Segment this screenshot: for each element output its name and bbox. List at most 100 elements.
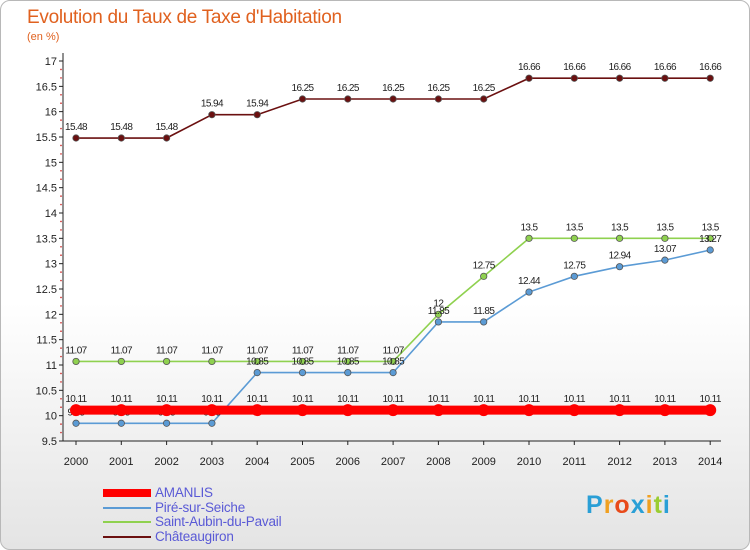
x-tick-label: 2006 xyxy=(336,456,360,468)
y-minor-tick xyxy=(60,431,62,434)
data-point-pire-sur-seiche xyxy=(72,419,80,427)
y-tick-label: 14 xyxy=(45,208,57,220)
data-point-saint-aubin-du-pavail xyxy=(344,357,352,366)
data-point-saint-aubin-du-pavail xyxy=(253,357,261,366)
y-minor-tick xyxy=(60,347,62,349)
data-point-amanlis xyxy=(160,404,173,417)
data-point-chateaugiron xyxy=(208,111,216,119)
data-point-chateaugiron xyxy=(253,111,261,119)
data-point-saint-aubin-du-pavail xyxy=(208,357,216,366)
data-point-saint-aubin-du-pavail xyxy=(298,357,307,366)
data-point-amanlis xyxy=(613,404,626,417)
y-minor-tick xyxy=(60,321,62,324)
data-label-amanlis: 10.11 xyxy=(247,394,269,405)
y-tick-label: 15 xyxy=(45,157,57,169)
legend-swatch xyxy=(103,535,151,538)
data-label-saint-aubin-du-pavail: 11.07 xyxy=(247,345,269,356)
data-point-pire-sur-seiche xyxy=(208,419,216,427)
y-tick-label: 16 xyxy=(45,107,57,119)
data-point-chateaugiron xyxy=(661,74,669,82)
logo-letter: P xyxy=(586,491,604,519)
data-point-pire-sur-seiche xyxy=(525,288,533,296)
data-label-saint-aubin-du-pavail: 11.07 xyxy=(156,345,178,356)
data-label-chateaugiron: 16.25 xyxy=(337,83,360,94)
x-tick-label: 2001 xyxy=(109,456,133,468)
y-minor-tick xyxy=(60,203,62,206)
data-point-saint-aubin-du-pavail xyxy=(525,234,533,242)
data-label-amanlis: 10.11 xyxy=(609,394,631,405)
data-label-amanlis: 10.11 xyxy=(473,394,495,405)
data-label-pire-sur-seiche: 10.85 xyxy=(246,357,269,368)
x-tick-label: 2012 xyxy=(607,456,631,468)
data-point-chateaugiron xyxy=(117,134,125,142)
data-point-pire-sur-seiche xyxy=(253,368,261,377)
data-point-saint-aubin-du-pavail xyxy=(615,234,624,242)
y-minor-tick xyxy=(60,220,62,223)
data-point-pire-sur-seiche xyxy=(298,368,307,377)
data-label-amanlis: 10.11 xyxy=(156,394,178,405)
y-minor-tick xyxy=(60,271,62,273)
y-minor-tick xyxy=(60,93,62,96)
y-minor-tick xyxy=(60,229,62,231)
data-label-amanlis: 10.11 xyxy=(65,394,87,405)
data-point-chateaugiron xyxy=(480,95,488,103)
x-tick-label: 2013 xyxy=(653,456,677,468)
data-point-amanlis xyxy=(70,404,82,417)
data-point-chateaugiron xyxy=(570,74,578,82)
data-point-chateaugiron xyxy=(525,74,533,82)
y-minor-tick xyxy=(60,305,62,307)
data-label-chateaugiron: 16.25 xyxy=(473,83,496,94)
data-label-amanlis: 10.11 xyxy=(337,394,359,405)
data-label-chateaugiron: 15.48 xyxy=(65,122,88,133)
x-tick-label: 2003 xyxy=(200,456,224,468)
data-label-amanlis: 10.11 xyxy=(428,394,450,405)
data-point-pire-sur-seiche xyxy=(615,263,624,271)
data-label-saint-aubin-du-pavail: 13.5 xyxy=(611,222,629,233)
y-tick-label: 12 xyxy=(45,309,57,321)
data-label-chateaugiron: 15.48 xyxy=(156,122,179,133)
data-label-pire-sur-seiche: 11.85 xyxy=(473,306,495,317)
data-label-chateaugiron: 15.48 xyxy=(110,122,133,133)
data-label-amanlis: 10.11 xyxy=(564,394,586,405)
data-point-chateaugiron xyxy=(434,95,442,103)
x-tick-label: 2009 xyxy=(471,456,495,468)
legend-label: Châteaugiron xyxy=(155,528,234,544)
data-label-pire-sur-seiche: 13.27 xyxy=(699,234,722,245)
data-point-saint-aubin-du-pavail xyxy=(389,357,397,366)
legend-swatch xyxy=(103,506,151,509)
data-point-chateaugiron xyxy=(72,134,80,142)
y-minor-tick xyxy=(60,195,62,197)
data-label-saint-aubin-du-pavail: 13.5 xyxy=(656,222,674,233)
logo-letter: t xyxy=(653,491,663,519)
data-point-amanlis xyxy=(387,404,400,417)
y-minor-tick xyxy=(60,127,62,130)
y-tick-label: 9.5 xyxy=(42,436,57,448)
data-point-amanlis xyxy=(704,404,717,417)
x-tick-label: 2000 xyxy=(64,456,88,468)
data-label-pire-sur-seiche: 12.94 xyxy=(609,251,632,262)
logo-letter: o xyxy=(614,491,631,519)
data-point-pire-sur-seiche xyxy=(706,246,714,254)
y-tick-label: 13 xyxy=(45,259,57,271)
y-minor-tick xyxy=(60,169,62,172)
data-label-chateaugiron: 16.66 xyxy=(609,62,632,73)
data-label-pire-sur-seiche: 12.75 xyxy=(563,260,586,271)
x-tick-label: 2008 xyxy=(426,456,450,468)
y-tick-label: 13.5 xyxy=(36,233,57,245)
data-label-chateaugiron: 16.66 xyxy=(563,62,586,73)
data-label-chateaugiron: 15.94 xyxy=(201,99,224,110)
data-point-amanlis xyxy=(341,404,354,417)
data-label-saint-aubin-du-pavail: 11.07 xyxy=(292,345,314,356)
y-minor-tick xyxy=(60,77,62,79)
legend-label: Piré-sur-Seiche xyxy=(155,499,246,515)
y-tick-label: 14.5 xyxy=(36,183,57,195)
data-label-saint-aubin-du-pavail: 12 xyxy=(433,298,444,309)
logo-letter: r xyxy=(603,491,615,519)
data-point-amanlis xyxy=(568,404,581,417)
data-label-saint-aubin-du-pavail: 11.07 xyxy=(201,345,223,356)
data-label-amanlis: 10.11 xyxy=(111,394,133,405)
data-point-saint-aubin-du-pavail xyxy=(661,234,669,242)
data-label-saint-aubin-du-pavail: 11.07 xyxy=(111,345,133,356)
data-label-amanlis: 10.11 xyxy=(518,394,540,405)
data-point-saint-aubin-du-pavail xyxy=(72,357,80,366)
